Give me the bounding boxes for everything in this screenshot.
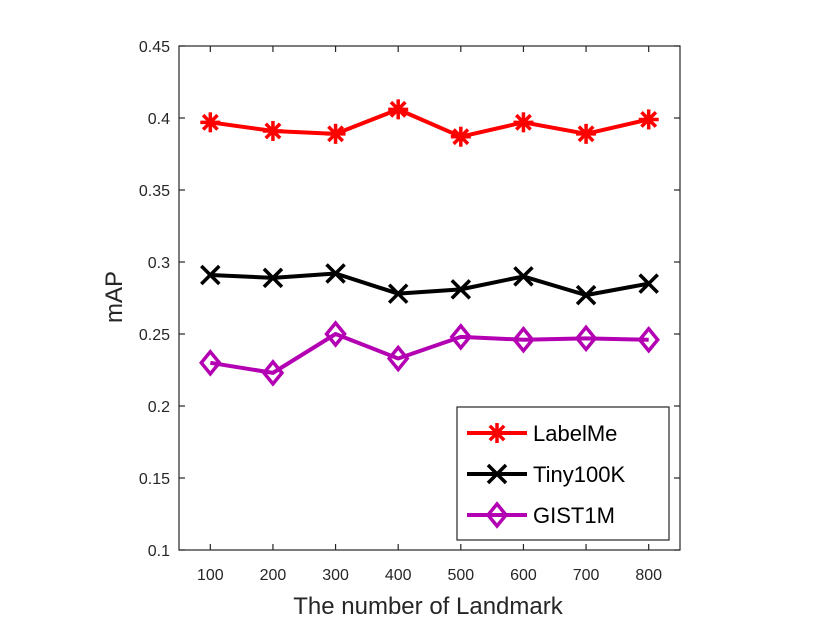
marker-stroke [262,267,284,289]
x-tick-label: 600 [510,567,537,584]
data-point-gist1m [512,325,535,354]
y-tick-label: 0.3 [148,255,170,272]
legend-marker-tiny100k [486,463,508,485]
legend-marker-labelme [487,423,507,443]
data-point-tiny100k [513,266,534,287]
y-tick-label: 0.35 [139,183,170,200]
y-tick-label: 0.45 [139,39,170,56]
marker-stroke [577,125,595,143]
data-point-labelme [638,109,659,130]
plot-series [199,99,660,387]
data-point-gist1m [261,359,285,387]
data-point-tiny100k [262,267,284,289]
legend-label-labelme: LabelMe [533,421,617,446]
data-point-tiny100k [575,284,597,306]
y-tick-label: 0.25 [139,327,170,344]
data-point-tiny100k [325,263,346,284]
data-point-labelme [513,112,534,133]
marker-stroke [488,424,506,442]
legend-label-gist1m: GIST1M [533,503,615,528]
data-point-gist1m [386,344,410,373]
marker-stroke [515,113,532,131]
marker-stroke [637,325,660,354]
x-tick-label: 300 [322,567,349,584]
marker-stroke [261,359,285,387]
marker-stroke [327,125,344,143]
data-point-gist1m [637,325,660,354]
marker-stroke [387,283,409,304]
legend-marker-gist1m [485,501,509,529]
marker-stroke [200,264,221,286]
y-tick-label: 0.1 [148,543,170,560]
data-point-labelme [200,112,221,133]
legend-label-tiny100k: Tiny100K [533,462,625,487]
marker-stroke [389,100,407,118]
data-point-tiny100k [450,279,472,300]
marker-stroke [575,284,597,306]
x-axis-title: The number of Landmark [293,593,563,620]
series-line-tiny100k [210,271,650,298]
marker-stroke [386,344,410,373]
marker-stroke [325,263,346,284]
y-tick-label: 0.2 [148,399,170,416]
legend: LabelMe Tiny100K GIST1M [456,406,670,541]
marker-stroke [574,324,598,353]
marker-stroke [512,325,535,354]
marker-stroke [486,463,508,485]
y-axis-title: mAP [101,271,128,323]
marker-stroke [201,113,219,131]
y-tick-label: 0.4 [148,111,170,128]
axes: 0.1 0.15 0.2 0.25 0.3 0.35 0.4 0.45 100 200 300 400… [139,39,681,584]
marker-stroke [450,279,472,300]
x-tick-label: 800 [635,567,662,584]
marker-stroke [264,122,282,140]
data-point-labelme [450,126,471,147]
plot-frame [178,45,681,551]
series-line-labelme [210,107,650,139]
marker-stroke [640,111,658,128]
data-point-labelme [388,99,409,120]
data-point-tiny100k [638,273,659,294]
marker-stroke [485,501,509,529]
data-point-gist1m [574,324,598,353]
data-point-labelme [576,123,597,144]
data-point-labelme [262,120,283,141]
x-tick-label: 400 [385,567,412,584]
marker-stroke [638,273,659,294]
marker-stroke [449,323,473,351]
data-point-tiny100k [387,283,409,304]
y-tick-label: 0.15 [139,471,170,488]
x-tick-label: 100 [197,567,224,584]
marker-stroke [324,320,347,348]
data-point-gist1m [199,349,222,377]
data-point-gist1m [449,323,473,351]
marker-stroke [199,349,222,377]
x-tick-label: 700 [573,567,600,584]
data-point-labelme [325,123,346,144]
marker-stroke [513,266,534,287]
data-point-tiny100k [200,264,221,286]
data-point-gist1m [324,320,347,348]
marker-stroke [452,128,470,146]
x-tick-label: 200 [260,567,287,584]
x-tick-label: 500 [447,567,474,584]
